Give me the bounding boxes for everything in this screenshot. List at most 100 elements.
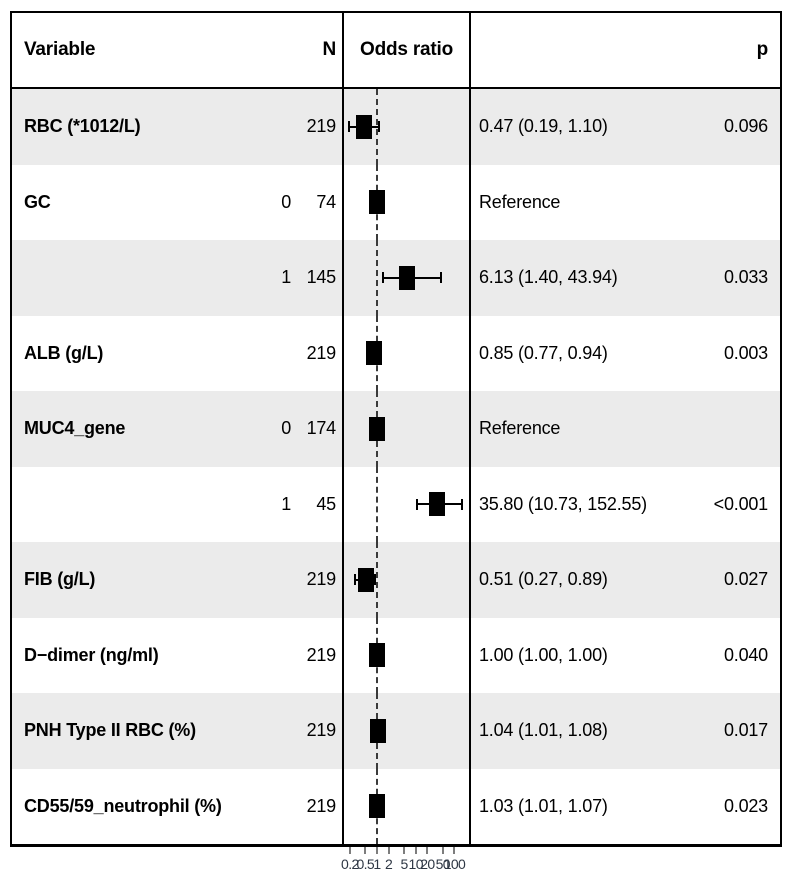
or-marker	[368, 416, 385, 441]
x-axis: 0.2 0.5 1 2 5 10 20 50 100	[341, 847, 469, 879]
or-marker	[357, 567, 374, 592]
n-value: 219	[306, 720, 337, 741]
forest-plot-cell	[342, 89, 471, 165]
or-marker	[368, 190, 385, 215]
axis-tick	[364, 847, 367, 854]
variable-label: MUC4_gene	[24, 418, 126, 439]
ci-cap-high	[377, 121, 380, 133]
table-row: ALB (g/L) 219 0.85 (0.77, 0.94) 0.003	[12, 315, 780, 391]
p-value: 0.027	[723, 569, 768, 590]
ci-cap-low	[381, 272, 384, 284]
p-value: 0.033	[723, 267, 768, 288]
axis-tick-label: 5	[400, 856, 408, 872]
forest-plot-cell	[342, 391, 471, 467]
axis-tick-label: 1	[373, 856, 381, 872]
forest-plot-cell	[342, 315, 471, 391]
axis-tick	[375, 847, 378, 854]
estimate-label: 1.00 (1.00, 1.00)	[479, 644, 608, 665]
level-value: 0	[281, 191, 291, 212]
forest-plot-cell	[342, 542, 471, 618]
ci-cap-low	[348, 121, 351, 133]
or-marker	[429, 492, 446, 517]
or-marker	[369, 718, 386, 743]
column-header-variable: Variable	[24, 39, 96, 60]
forest-plot-cell	[342, 240, 471, 316]
column-header-n: N	[322, 39, 336, 60]
axis-tick	[387, 847, 390, 854]
axis-tick-label: 2	[385, 856, 393, 872]
estimate-label: 6.13 (1.40, 43.94)	[479, 267, 618, 288]
table-row: 1 145 6.13 (1.40, 43.94) 0.033	[12, 240, 780, 316]
variable-label: PNH Type II RBC (%)	[24, 720, 196, 741]
n-value: 145	[306, 267, 337, 288]
axis-tick	[453, 847, 456, 854]
or-marker	[399, 265, 416, 290]
axis-tick	[414, 847, 417, 854]
axis-tick-label: 50	[435, 856, 451, 872]
forest-plot-cell	[342, 693, 471, 769]
table-row: MUC4_gene 0 174 Reference	[12, 391, 780, 467]
variable-label: FIB (g/L)	[24, 569, 96, 590]
forest-plot-cell	[342, 164, 471, 240]
estimate-label: 35.80 (10.73, 152.55)	[479, 493, 647, 514]
axis-tick-label: 100	[443, 856, 466, 872]
axis-tick	[441, 847, 444, 854]
estimate-label: 1.04 (1.01, 1.08)	[479, 720, 608, 741]
p-value: <0.001	[713, 493, 769, 514]
axis-tick-label: 0.5	[356, 856, 375, 872]
table-row: FIB (g/L) 219 0.51 (0.27, 0.89) 0.027	[12, 542, 780, 618]
or-marker	[356, 114, 373, 139]
ci-cap-high	[439, 272, 442, 284]
p-value: 0.096	[723, 116, 768, 137]
n-value: 219	[306, 116, 337, 137]
ci-cap-low	[353, 574, 356, 586]
n-value: 174	[306, 418, 337, 439]
table-row: GC 0 74 Reference	[12, 164, 780, 240]
axis-tick	[403, 847, 406, 854]
estimate-label: 0.85 (0.77, 0.94)	[479, 342, 608, 363]
n-value: 219	[306, 342, 337, 363]
level-value: 1	[281, 493, 291, 514]
variable-label: GC	[24, 191, 51, 212]
estimate-label: 1.03 (1.01, 1.07)	[479, 795, 608, 816]
or-marker	[369, 794, 386, 819]
axis-tick-label: 10	[408, 856, 424, 872]
variable-label: D−dimer (ng/ml)	[24, 644, 159, 665]
forest-plot-cell	[342, 617, 471, 693]
ci-cap-high	[460, 498, 463, 510]
column-header-p: p	[756, 39, 769, 60]
or-marker	[366, 341, 383, 366]
ci-cap-high	[374, 574, 376, 586]
n-value: 219	[306, 795, 337, 816]
n-value: 219	[306, 569, 337, 590]
p-value: 0.023	[723, 795, 768, 816]
header-row: Variable N Odds ratio p	[12, 13, 780, 89]
level-value: 0	[281, 418, 291, 439]
n-value: 219	[306, 644, 337, 665]
reference-line	[375, 542, 378, 618]
table-row: RBC (*1012/L) 219 0.47 (0.19, 1.10) 0.09…	[12, 89, 780, 165]
n-value: 45	[316, 493, 336, 514]
ci-cap-low	[415, 498, 418, 510]
reference-line	[375, 466, 378, 542]
reference-line	[375, 240, 378, 316]
axis-tick-label: 20	[420, 856, 435, 872]
or-marker	[368, 643, 385, 668]
forest-plot-cell	[342, 466, 471, 542]
estimate-label: Reference	[479, 191, 561, 212]
column-header-odds-ratio: Odds ratio	[359, 39, 453, 60]
p-value: 0.017	[723, 720, 768, 741]
variable-label: CD55/59_neutrophil (%)	[24, 795, 222, 816]
table-row: 1 45 35.80 (10.73, 152.55) <0.001	[12, 466, 780, 542]
axis-tick	[426, 847, 429, 854]
n-value: 74	[316, 191, 336, 212]
forest-plot-cell	[342, 768, 471, 844]
estimate-label: Reference	[479, 418, 561, 439]
table-row: PNH Type II RBC (%) 219 1.04 (1.01, 1.08…	[12, 693, 780, 769]
table-row: D−dimer (ng/ml) 219 1.00 (1.00, 1.00) 0.…	[12, 617, 780, 693]
p-value: 0.040	[723, 644, 768, 665]
axis-tick-label: 0.2	[341, 856, 359, 872]
variable-label: RBC (*1012/L)	[24, 116, 141, 137]
estimate-label: 0.51 (0.27, 0.89)	[479, 569, 608, 590]
